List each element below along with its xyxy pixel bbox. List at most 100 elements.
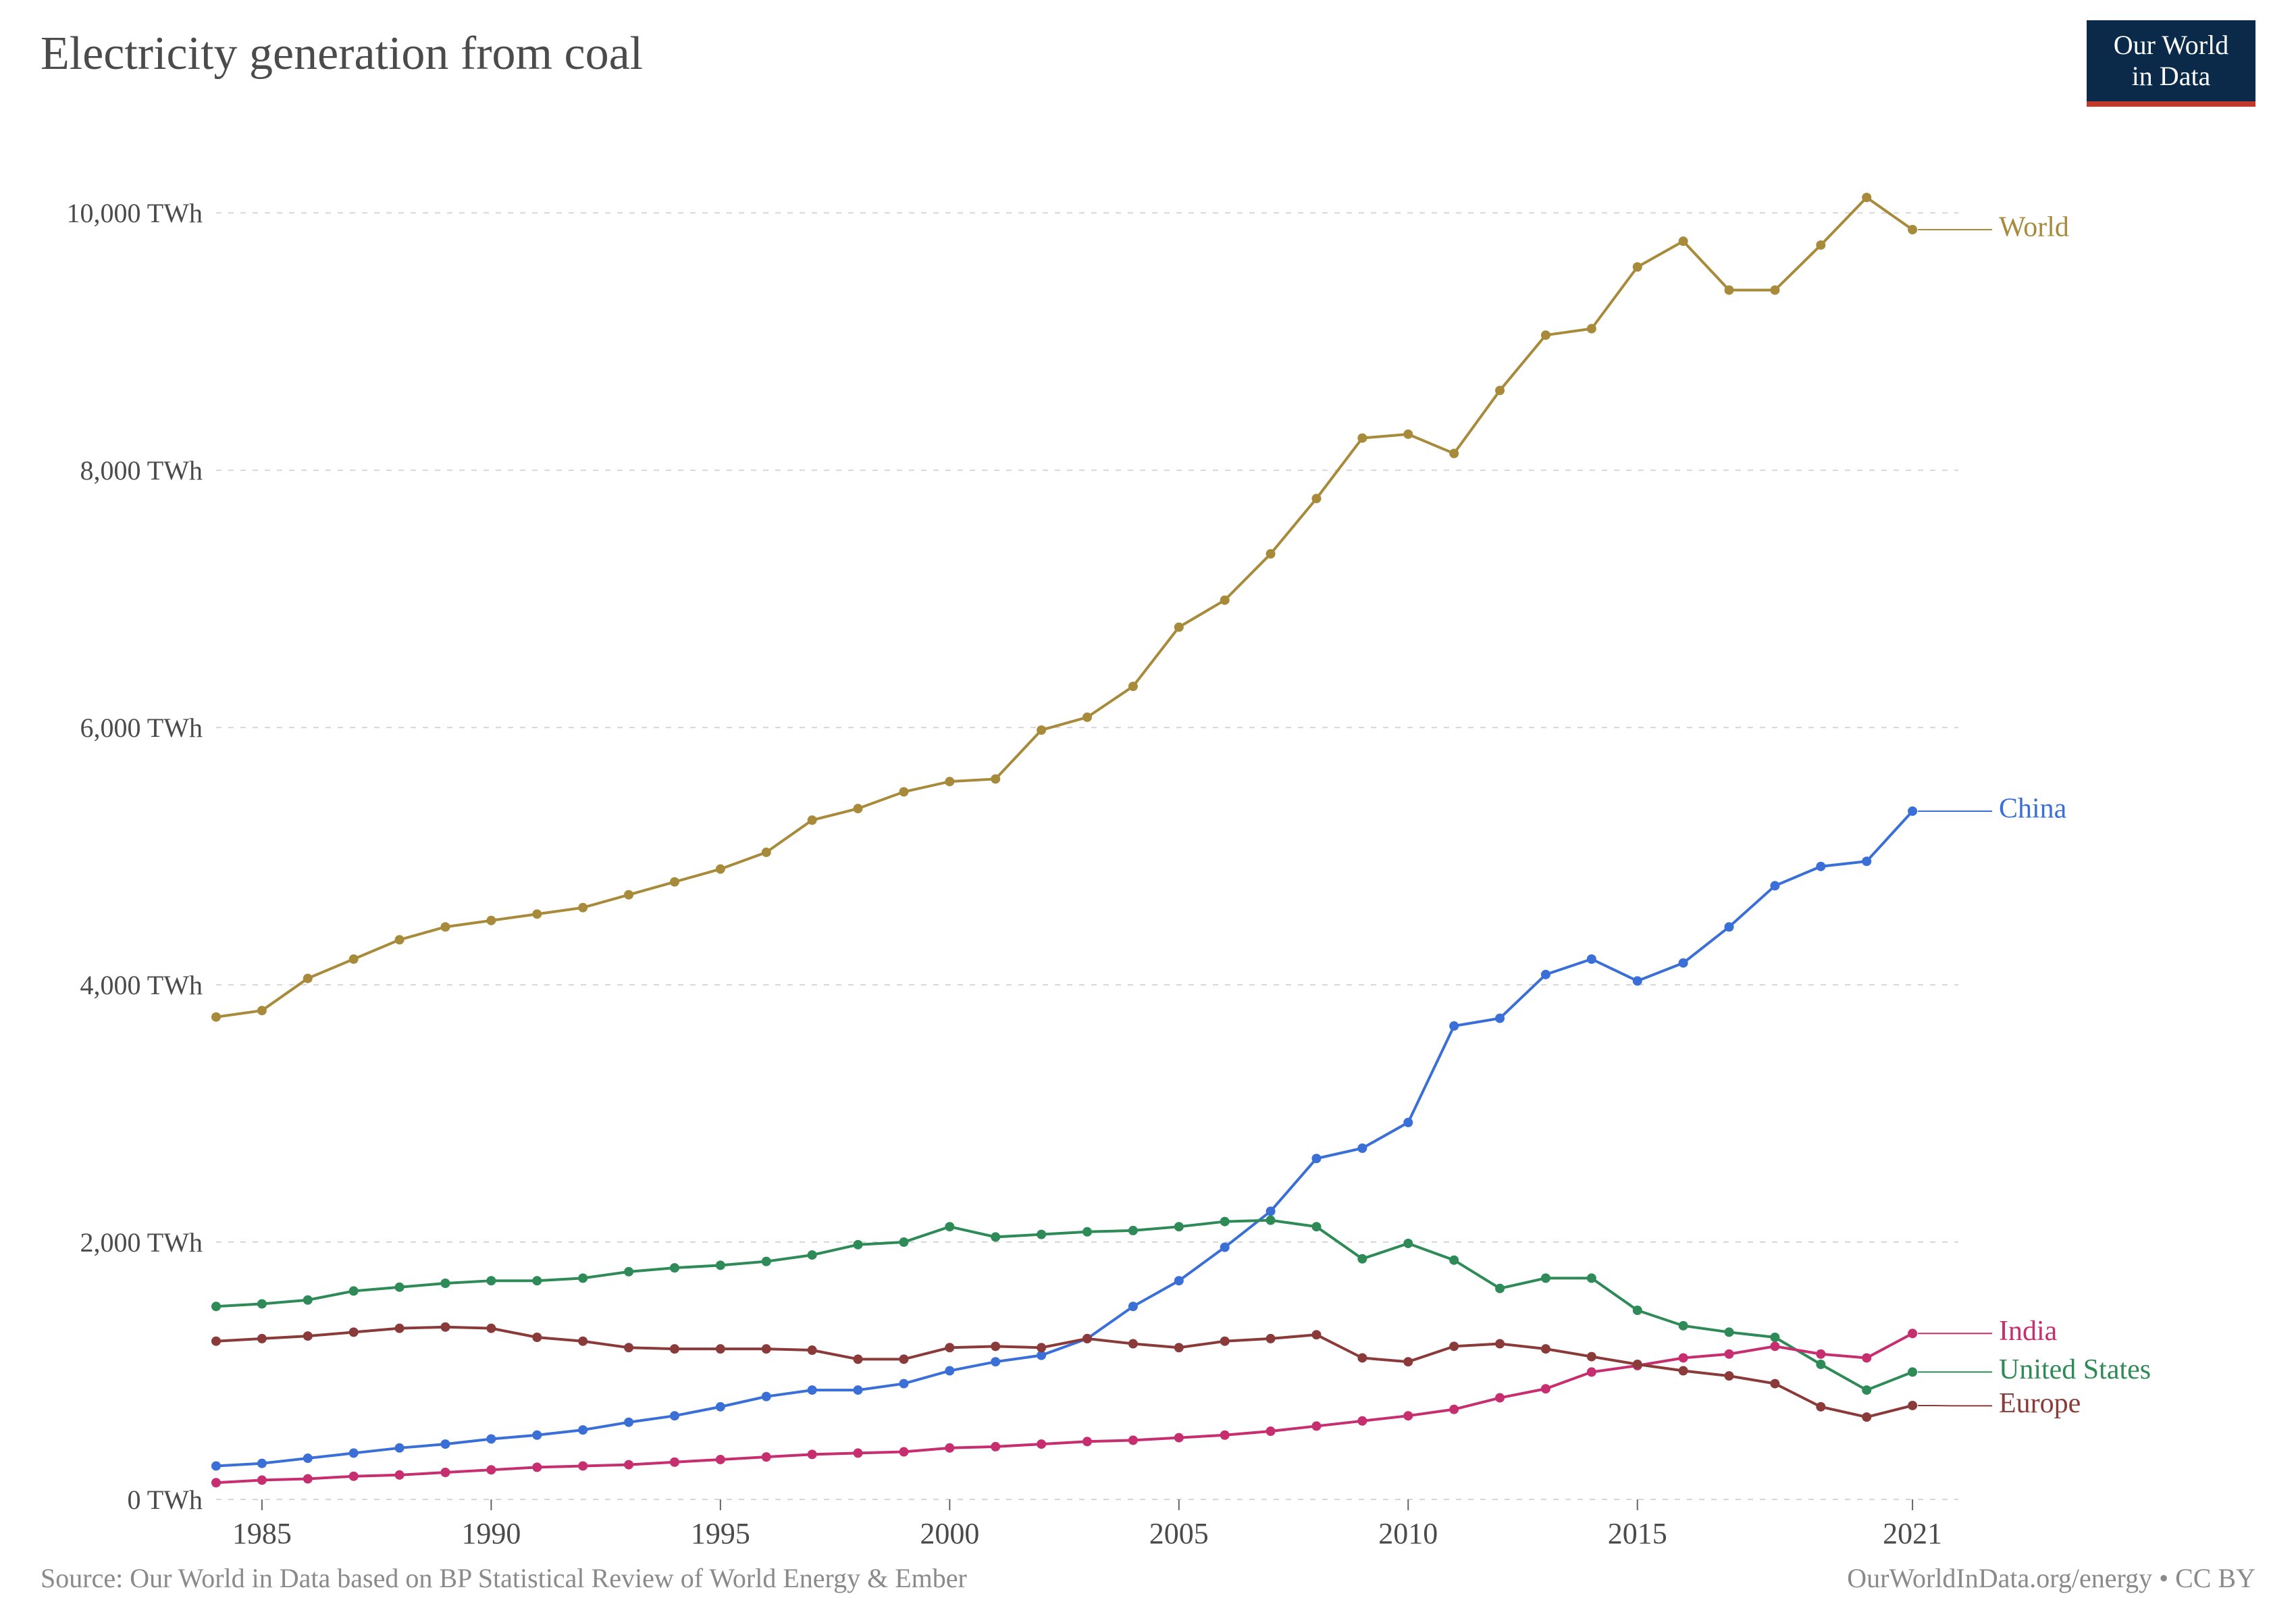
data-point	[1128, 681, 1138, 691]
data-point	[1266, 1334, 1276, 1343]
data-point	[1679, 1353, 1688, 1362]
data-point	[440, 922, 450, 931]
data-point	[395, 1324, 405, 1333]
data-point	[1633, 262, 1642, 272]
data-point	[578, 1273, 588, 1283]
x-tick-label: 2021	[1883, 1517, 1942, 1550]
data-point	[578, 1337, 588, 1346]
data-point	[1220, 1217, 1230, 1227]
data-point	[1220, 596, 1230, 605]
data-point	[991, 1232, 1000, 1241]
series-label-china: China	[1999, 794, 2067, 825]
data-point	[1174, 1343, 1184, 1352]
data-point	[395, 1443, 405, 1453]
data-point	[1403, 430, 1413, 439]
data-point	[532, 1462, 542, 1472]
data-point	[1908, 1329, 1917, 1338]
data-point	[1449, 448, 1459, 458]
series-label-united-states: United States	[1999, 1354, 2151, 1385]
x-tick-label: 2000	[920, 1517, 979, 1550]
data-point	[1816, 862, 1825, 871]
data-point	[1908, 806, 1917, 816]
data-point	[1311, 1222, 1321, 1231]
data-point	[1357, 1353, 1367, 1362]
data-point	[395, 1470, 405, 1480]
data-point	[624, 890, 633, 900]
data-point	[440, 1439, 450, 1449]
data-point	[257, 1475, 267, 1485]
data-point	[716, 1402, 725, 1412]
x-tick-label: 1995	[691, 1517, 750, 1550]
data-point	[1037, 1439, 1046, 1449]
data-point	[211, 1478, 221, 1487]
data-point	[1220, 1337, 1230, 1346]
data-point	[1816, 1402, 1825, 1412]
data-point	[211, 1012, 221, 1022]
source-caption: Source: Our World in Data based on BP St…	[41, 1562, 967, 1594]
data-point	[1357, 434, 1367, 443]
data-point	[1862, 856, 1871, 866]
data-point	[1587, 1273, 1596, 1283]
data-point	[854, 1385, 863, 1395]
data-point	[854, 1448, 863, 1458]
data-point	[1082, 1227, 1092, 1237]
data-point	[1128, 1435, 1138, 1445]
series-label-india: India	[1999, 1316, 2058, 1347]
data-point	[945, 1222, 954, 1231]
data-point	[1770, 881, 1779, 890]
data-point	[1633, 1360, 1642, 1369]
data-point	[486, 1434, 496, 1443]
x-tick-label: 1990	[461, 1517, 521, 1550]
data-point	[670, 1411, 679, 1420]
data-point	[349, 1448, 359, 1458]
data-point	[716, 1260, 725, 1270]
data-point	[1311, 1330, 1321, 1339]
data-point	[808, 1345, 817, 1355]
y-tick-label: 2,000 TWh	[80, 1227, 203, 1258]
data-point	[1037, 1230, 1046, 1239]
data-point	[1082, 1437, 1092, 1446]
data-point	[1266, 1206, 1276, 1216]
series-line-united-states	[216, 1220, 1912, 1390]
data-point	[486, 916, 496, 925]
data-point	[257, 1299, 267, 1308]
data-point	[395, 1283, 405, 1292]
data-point	[899, 1237, 908, 1247]
data-point	[670, 877, 679, 887]
data-point	[1266, 1426, 1276, 1436]
data-point	[1495, 1284, 1505, 1293]
x-tick-label: 2015	[1608, 1517, 1667, 1550]
data-point	[1357, 1254, 1367, 1264]
data-point	[899, 1447, 908, 1457]
data-point	[1128, 1339, 1138, 1349]
data-point	[1541, 1273, 1550, 1283]
data-point	[762, 1452, 771, 1462]
data-point	[349, 1472, 359, 1481]
y-tick-label: 4,000 TWh	[80, 970, 203, 1000]
x-tick-label: 1985	[232, 1517, 292, 1550]
y-tick-label: 6,000 TWh	[80, 713, 203, 743]
data-point	[486, 1276, 496, 1285]
data-point	[1357, 1416, 1367, 1426]
data-point	[670, 1263, 679, 1272]
data-point	[1587, 1367, 1596, 1376]
data-point	[945, 1366, 954, 1376]
data-point	[1725, 1349, 1734, 1359]
data-point	[1128, 1226, 1138, 1235]
data-point	[440, 1279, 450, 1288]
data-point	[991, 774, 1000, 783]
data-point	[808, 1250, 817, 1260]
data-point	[899, 1354, 908, 1364]
data-point	[624, 1267, 633, 1277]
attribution-caption: OurWorldInData.org/energy • CC BY	[1847, 1562, 2255, 1594]
data-point	[1725, 922, 1734, 931]
chart-svg: 0 TWh2,000 TWh4,000 TWh6,000 TWh8,000 TW…	[0, 0, 2296, 1621]
data-point	[991, 1357, 1000, 1366]
series-label-world: World	[1999, 212, 2069, 243]
data-point	[1541, 330, 1550, 340]
data-point	[1862, 1353, 1871, 1362]
data-point	[1770, 286, 1779, 295]
data-point	[762, 1257, 771, 1266]
data-point	[578, 1461, 588, 1470]
data-point	[1174, 1222, 1184, 1231]
